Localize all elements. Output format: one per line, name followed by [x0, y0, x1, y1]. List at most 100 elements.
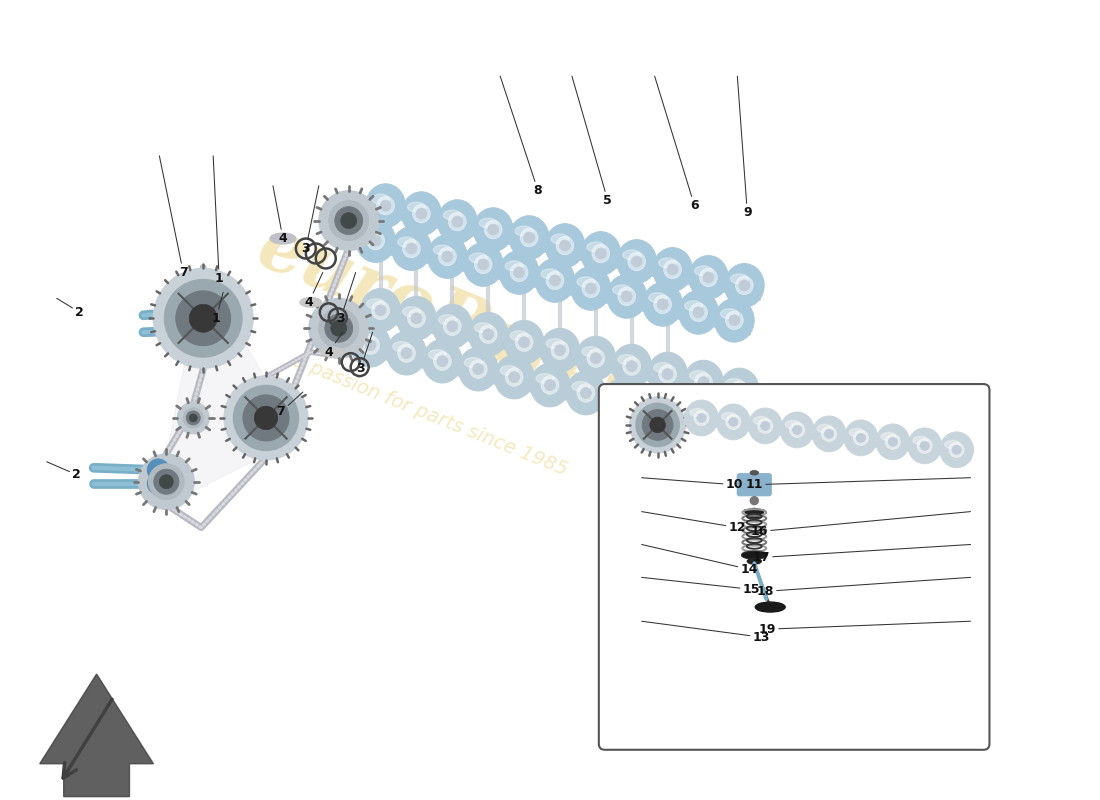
Ellipse shape [355, 218, 396, 262]
Ellipse shape [588, 342, 603, 349]
Ellipse shape [607, 274, 647, 318]
Ellipse shape [270, 233, 296, 244]
Polygon shape [365, 198, 760, 300]
Ellipse shape [653, 295, 672, 314]
Ellipse shape [582, 346, 600, 357]
Ellipse shape [550, 275, 561, 286]
Ellipse shape [541, 269, 559, 278]
Ellipse shape [693, 307, 704, 318]
Ellipse shape [386, 331, 427, 375]
Ellipse shape [719, 368, 759, 412]
Circle shape [189, 304, 217, 332]
Ellipse shape [407, 309, 426, 328]
Text: 17: 17 [752, 545, 970, 564]
Ellipse shape [631, 256, 642, 267]
Ellipse shape [582, 279, 600, 298]
Wedge shape [745, 509, 764, 518]
Polygon shape [351, 338, 746, 440]
Ellipse shape [649, 400, 667, 418]
Polygon shape [361, 303, 756, 405]
Ellipse shape [756, 602, 785, 612]
Ellipse shape [608, 390, 626, 399]
Text: 3: 3 [301, 186, 319, 255]
Ellipse shape [754, 417, 769, 425]
Ellipse shape [725, 263, 764, 307]
Ellipse shape [780, 412, 814, 448]
Text: euroPares: euroPares [248, 210, 653, 430]
Ellipse shape [625, 349, 639, 357]
Ellipse shape [748, 408, 782, 444]
Circle shape [176, 291, 231, 346]
Ellipse shape [662, 369, 673, 379]
Ellipse shape [509, 216, 549, 259]
Ellipse shape [663, 260, 682, 278]
Ellipse shape [694, 410, 710, 426]
Text: 11: 11 [746, 478, 970, 491]
Ellipse shape [366, 231, 385, 250]
Ellipse shape [689, 255, 728, 299]
Ellipse shape [372, 301, 389, 320]
Circle shape [629, 397, 685, 453]
Polygon shape [40, 674, 153, 797]
Ellipse shape [653, 362, 672, 373]
Ellipse shape [446, 310, 460, 318]
Ellipse shape [362, 336, 380, 354]
Ellipse shape [530, 363, 570, 407]
Ellipse shape [628, 252, 646, 271]
Circle shape [243, 395, 289, 441]
Ellipse shape [407, 202, 426, 212]
Ellipse shape [470, 360, 487, 378]
Circle shape [650, 417, 666, 433]
Text: 19: 19 [759, 622, 970, 636]
Polygon shape [166, 270, 266, 505]
Text: 18: 18 [757, 578, 970, 598]
Circle shape [324, 314, 353, 342]
Circle shape [309, 298, 368, 358]
Circle shape [160, 474, 174, 489]
Ellipse shape [888, 438, 898, 446]
Text: 12: 12 [641, 512, 746, 534]
Ellipse shape [623, 250, 640, 260]
Ellipse shape [535, 258, 575, 302]
Polygon shape [684, 413, 971, 458]
Ellipse shape [683, 360, 724, 404]
Ellipse shape [499, 250, 539, 294]
Ellipse shape [412, 204, 430, 223]
Ellipse shape [483, 329, 494, 340]
Ellipse shape [613, 285, 630, 294]
Circle shape [202, 319, 224, 341]
Text: 2: 2 [57, 298, 84, 319]
Ellipse shape [616, 395, 627, 406]
Ellipse shape [571, 266, 610, 310]
Ellipse shape [595, 248, 606, 259]
Ellipse shape [536, 374, 554, 383]
Ellipse shape [694, 373, 713, 391]
Ellipse shape [856, 434, 866, 442]
Circle shape [189, 414, 197, 422]
Ellipse shape [725, 311, 744, 330]
Ellipse shape [920, 442, 929, 450]
Ellipse shape [480, 218, 497, 228]
Ellipse shape [690, 409, 705, 417]
Ellipse shape [517, 326, 531, 334]
Ellipse shape [544, 379, 556, 390]
Ellipse shape [432, 304, 472, 348]
Ellipse shape [612, 344, 651, 388]
Ellipse shape [716, 404, 750, 440]
Ellipse shape [726, 414, 741, 430]
Ellipse shape [949, 442, 965, 458]
Ellipse shape [657, 299, 668, 310]
Ellipse shape [736, 276, 754, 294]
Ellipse shape [592, 244, 609, 263]
Ellipse shape [556, 236, 574, 255]
Ellipse shape [939, 432, 974, 468]
Ellipse shape [403, 306, 420, 317]
Ellipse shape [470, 253, 487, 263]
Ellipse shape [876, 424, 910, 460]
Ellipse shape [524, 232, 535, 243]
Ellipse shape [397, 237, 416, 247]
Text: 4: 4 [305, 273, 322, 309]
Ellipse shape [581, 387, 592, 398]
Ellipse shape [844, 420, 878, 456]
Ellipse shape [587, 242, 605, 252]
